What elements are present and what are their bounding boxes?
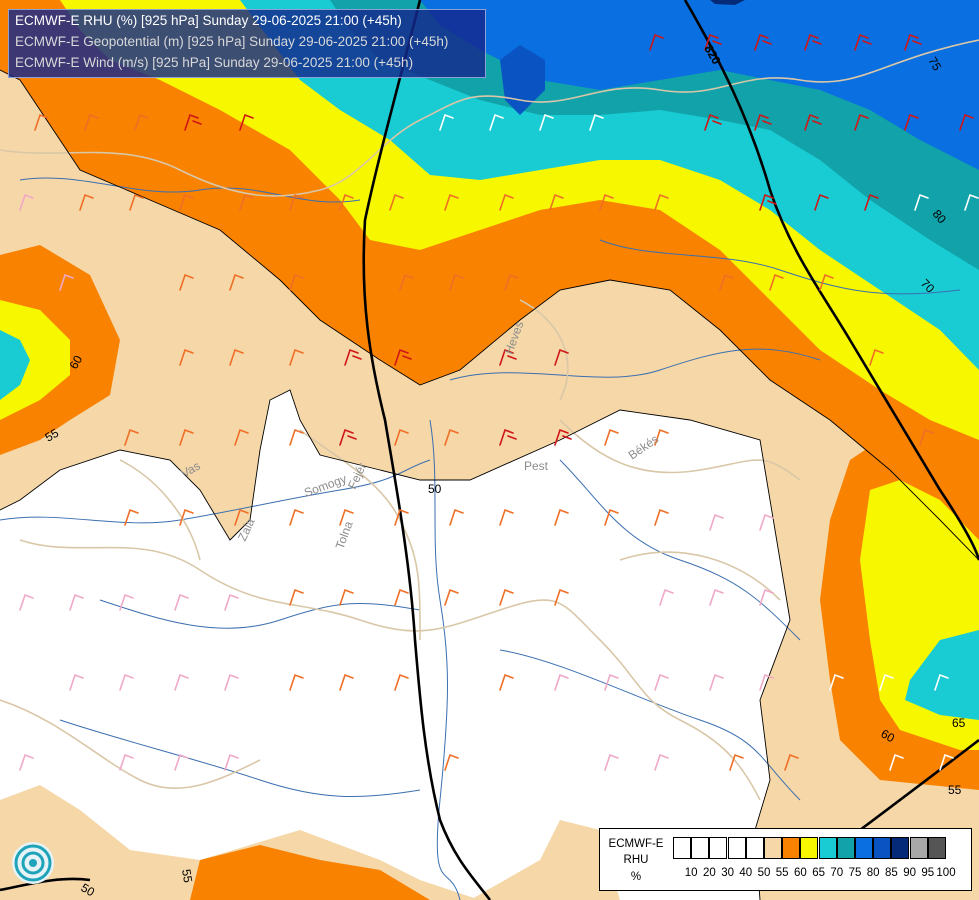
contour-label: 55 (179, 868, 195, 884)
legend-tick-label: 100 (936, 867, 956, 879)
legend-tick-label: 55 (775, 867, 789, 879)
rhu-65-70-area-w (0, 330, 30, 400)
rhu-contours (0, 69, 979, 900)
contour-label: 50 (428, 482, 442, 496)
legend-model: ECMWF-E (608, 838, 664, 850)
legend: ECMWF-E RHU % 10 20 30 40 50 55 60 65 70 75 80 85 90… (599, 828, 972, 891)
legend-swatch (727, 837, 746, 859)
title-rhu: ECMWF-E RHU (%) [925 hPa] Sunday 29-06-2… (15, 13, 402, 28)
legend-var: RHU (623, 854, 649, 866)
legend-tick-label: 75 (848, 867, 862, 879)
title-wind: ECMWF-E Wind (m/s) [925 hPa] Sunday 29-0… (15, 55, 414, 70)
legend-swatch (800, 837, 819, 859)
legend-tick-label: 80 (866, 867, 880, 879)
legend-tick-label: 20 (702, 867, 716, 879)
legend-tick-label: 30 (721, 867, 734, 879)
place-label: Pest (524, 459, 549, 473)
title-geopotential: ECMWF-E Geopotential (m) [925 hPa] Sunda… (15, 34, 449, 49)
legend-swatch (836, 837, 855, 859)
ecmwf-logo-icon (12, 842, 54, 884)
rhu-80-85-area (500, 45, 545, 115)
title-box: ECMWF-E RHU (%) [925 hPa] Sunday 29-06-2… (8, 9, 486, 78)
legend-swatch (745, 837, 764, 859)
contour-label: 60 (879, 726, 898, 745)
rhu-60-65-area-w (0, 300, 70, 420)
legend-tick-label: 85 (884, 867, 898, 879)
rhu-85-90-area (710, 0, 745, 5)
rivers (0, 177, 961, 900)
legend-swatch (673, 837, 691, 859)
legend-unit: % (630, 871, 642, 883)
legend-swatch (782, 837, 801, 859)
rhu-50-55-area-s (470, 820, 620, 900)
legend-swatch (891, 837, 910, 859)
legend-tick-label: 60 (793, 867, 807, 879)
contour-label: 50 (79, 880, 98, 899)
legend-tick-label: 95 (921, 867, 935, 879)
legend-swatch (855, 837, 873, 859)
legend-swatch (927, 837, 946, 859)
legend-tick-label: 10 (684, 867, 698, 879)
rhu-75-80-area (420, 0, 979, 170)
legend-swatch (873, 837, 892, 859)
legend-swatch (909, 837, 928, 859)
legend-swatch (764, 837, 782, 859)
legend-swatch (818, 837, 837, 859)
contour-label: 65 (952, 716, 966, 730)
legend-tick-label: 40 (739, 867, 753, 879)
legend-tick-label: 65 (812, 867, 825, 879)
contour-label: 75 (925, 55, 944, 74)
contour-label: 55 (43, 426, 62, 445)
contour-label: 55 (948, 783, 962, 797)
legend-swatch (709, 837, 728, 859)
rhu-55-60-area-s (190, 845, 430, 900)
borders (0, 39, 979, 801)
wind-barbs (19, 33, 979, 771)
contour-label: 60 (66, 353, 85, 372)
legend-tick-label: 70 (830, 867, 844, 879)
legend-swatch (691, 837, 710, 859)
legend-tick-label: 90 (903, 867, 916, 879)
legend-tick-label: 50 (757, 867, 771, 879)
